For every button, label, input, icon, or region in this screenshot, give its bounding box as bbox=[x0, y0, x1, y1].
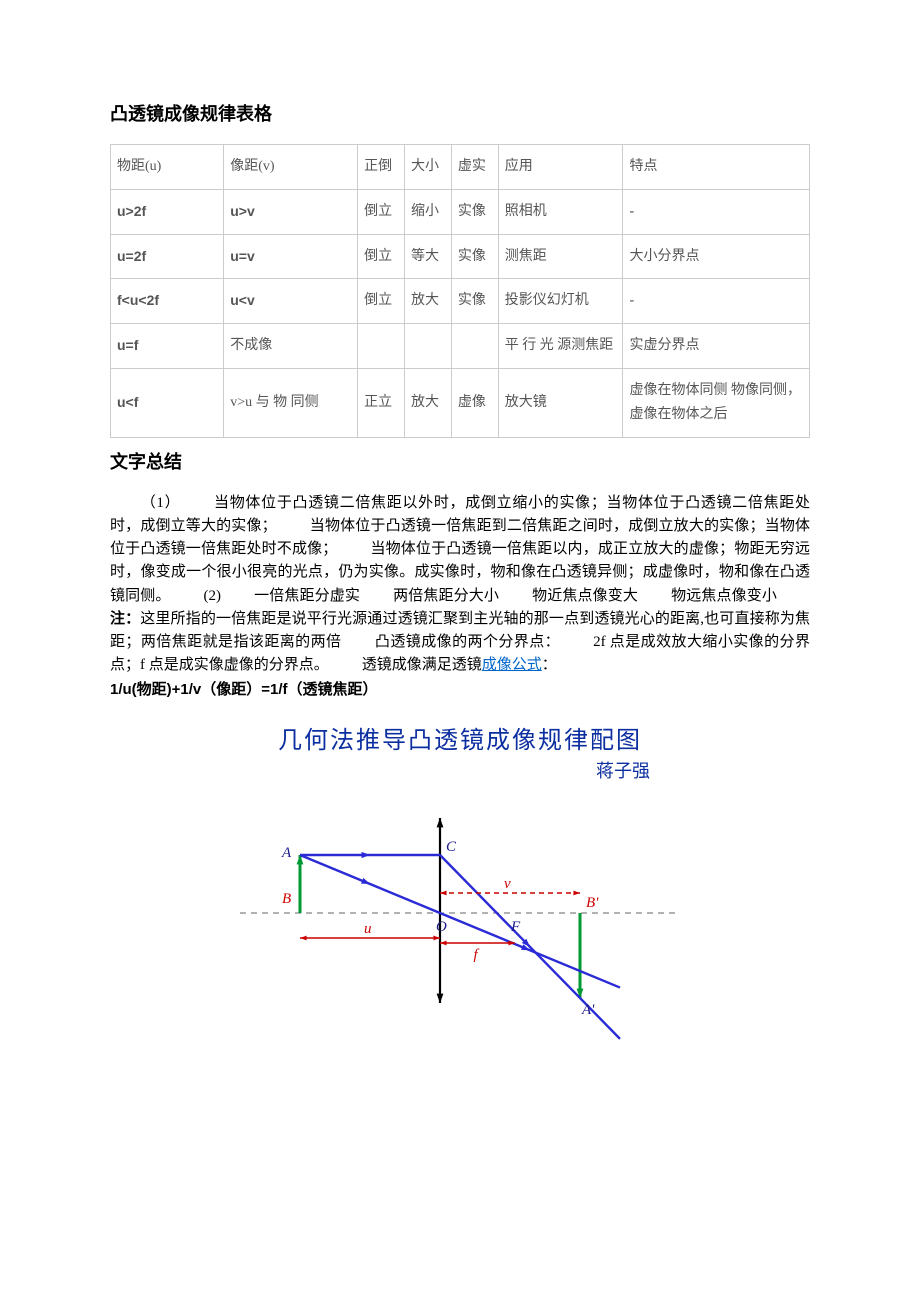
text: 物远焦点像变小 bbox=[671, 588, 777, 604]
svg-text:A: A bbox=[281, 845, 292, 861]
th-real-virtual: 虚实 bbox=[451, 145, 498, 190]
svg-text:f: f bbox=[474, 947, 480, 963]
cell: u<f bbox=[111, 368, 224, 437]
cell: u=2f bbox=[111, 234, 224, 279]
text: (2) bbox=[204, 588, 222, 604]
svg-text:v: v bbox=[504, 876, 511, 892]
cell: 不成像 bbox=[224, 324, 358, 369]
cell: u>2f bbox=[111, 189, 224, 234]
th-size: 大小 bbox=[404, 145, 451, 190]
cell: 等大 bbox=[404, 234, 451, 279]
svg-text:B: B bbox=[282, 891, 291, 907]
cell: 放大 bbox=[404, 368, 451, 437]
note-label: 注： bbox=[110, 611, 140, 627]
cell: - bbox=[623, 189, 810, 234]
summary-section-title: 文字总结 bbox=[110, 448, 810, 474]
cell: 倒立 bbox=[358, 189, 405, 234]
table-row: f<u<2f u<v 倒立 放大 实像 投影仪幻灯机 - bbox=[111, 279, 810, 324]
cell: u>v bbox=[224, 189, 358, 234]
lens-diagram-svg: A B C O F B' A' u v f bbox=[230, 783, 690, 1043]
cell: 放大镜 bbox=[498, 368, 623, 437]
cell: u=f bbox=[111, 324, 224, 369]
th-orientation: 正倒 bbox=[358, 145, 405, 190]
text: 物近焦点像变大 bbox=[532, 588, 638, 604]
th-feature: 特点 bbox=[623, 145, 810, 190]
th-application: 应用 bbox=[498, 145, 623, 190]
svg-text:A': A' bbox=[581, 1002, 595, 1018]
cell: u<v bbox=[224, 279, 358, 324]
svg-text:B': B' bbox=[586, 895, 599, 911]
th-object-distance: 物距(u) bbox=[111, 145, 224, 190]
table-row: u>2f u>v 倒立 缩小 实像 照相机 - bbox=[111, 189, 810, 234]
cell: 倒立 bbox=[358, 279, 405, 324]
cell: 照相机 bbox=[498, 189, 623, 234]
text: （1） bbox=[140, 495, 180, 511]
cell: v>u 与 物 同侧 bbox=[224, 368, 358, 437]
svg-text:C: C bbox=[446, 839, 457, 855]
diagram-container: 几何法推导凸透镜成像规律配图 蒋子强 A B C O F B' A' u v f bbox=[230, 720, 690, 1043]
table-row: u<f v>u 与 物 同侧 正立 放大 虚像 放大镜 虚像在物体同侧 物像同侧… bbox=[111, 368, 810, 437]
cell bbox=[404, 324, 451, 369]
svg-text:F: F bbox=[510, 919, 521, 935]
cell: 倒立 bbox=[358, 234, 405, 279]
cell: 缩小 bbox=[404, 189, 451, 234]
diagram-title: 几何法推导凸透镜成像规律配图 bbox=[230, 720, 690, 755]
formula-text: 1/u(物距)+1/v（像距）=1/f（透镜焦距） bbox=[110, 681, 378, 698]
formula-link[interactable]: 成像公式 bbox=[482, 657, 542, 673]
cell: 放大 bbox=[404, 279, 451, 324]
cell: 虚像 bbox=[451, 368, 498, 437]
table-section-title: 凸透镜成像规律表格 bbox=[110, 100, 810, 126]
cell: 投影仪幻灯机 bbox=[498, 279, 623, 324]
cell: 平 行 光 源测焦距 bbox=[498, 324, 623, 369]
cell: 测焦距 bbox=[498, 234, 623, 279]
cell: 虚像在物体同侧 物像同侧，虚像在物体之后 bbox=[623, 368, 810, 437]
text: 凸透镜成像的两个分界点： bbox=[374, 634, 560, 650]
table-header-row: 物距(u) 像距(v) 正倒 大小 虚实 应用 特点 bbox=[111, 145, 810, 190]
cell: 实像 bbox=[451, 189, 498, 234]
cell: 实像 bbox=[451, 279, 498, 324]
cell: 实像 bbox=[451, 234, 498, 279]
text: 透镜成像满足透镜 bbox=[362, 657, 482, 673]
summary-paragraph: （1）当物体位于凸透镜二倍焦距以外时，成倒立缩小的实像；当物体位于凸透镜二倍焦距… bbox=[110, 492, 810, 702]
svg-text:O: O bbox=[436, 919, 447, 935]
table-row: u=f 不成像 平 行 光 源测焦距 实虚分界点 bbox=[111, 324, 810, 369]
cell bbox=[451, 324, 498, 369]
cell: 大小分界点 bbox=[623, 234, 810, 279]
diagram-author: 蒋子强 bbox=[230, 757, 690, 783]
cell: 实虚分界点 bbox=[623, 324, 810, 369]
lens-rules-table: 物距(u) 像距(v) 正倒 大小 虚实 应用 特点 u>2f u>v 倒立 缩… bbox=[110, 144, 810, 438]
th-image-distance: 像距(v) bbox=[224, 145, 358, 190]
cell: f<u<2f bbox=[111, 279, 224, 324]
cell bbox=[358, 324, 405, 369]
svg-text:u: u bbox=[364, 921, 372, 937]
cell: 正立 bbox=[358, 368, 405, 437]
cell: u=v bbox=[224, 234, 358, 279]
text: 一倍焦距分虚实 bbox=[254, 588, 360, 604]
cell: - bbox=[623, 279, 810, 324]
text: 两倍焦距分大小 bbox=[393, 588, 499, 604]
table-row: u=2f u=v 倒立 等大 实像 测焦距 大小分界点 bbox=[111, 234, 810, 279]
